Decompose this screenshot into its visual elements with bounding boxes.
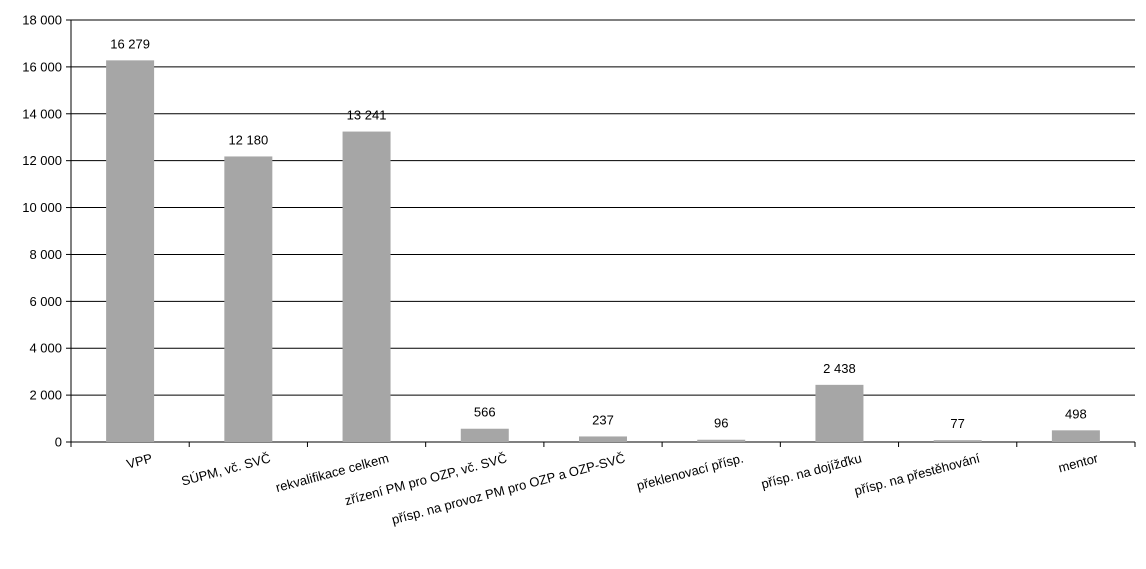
- y-tick-label: 12 000: [22, 153, 62, 168]
- bar: [579, 436, 627, 442]
- y-tick-label: 14 000: [22, 106, 62, 121]
- bar: [1051, 430, 1100, 442]
- labels: 0 2 000 4 000 6 000 8 000 10 000 12 000 14 000 1…: [22, 13, 1100, 528]
- x-category-label: SÚPM, vč. SVČ: [180, 450, 273, 488]
- bars: [106, 60, 1100, 443]
- bar: [342, 131, 391, 442]
- bar: [933, 440, 982, 442]
- bar: [815, 384, 864, 442]
- y-tick-label: 4 000: [29, 341, 62, 356]
- x-category-label: přísp. na dojížďku: [759, 450, 863, 491]
- x-category-label: přísp. na provoz PM pro OZP a OZP-SVČ: [390, 450, 627, 527]
- data-label: 12 180: [228, 132, 268, 147]
- data-label: 96: [714, 416, 728, 431]
- x-category-label: přísp. na přestěhování: [853, 450, 982, 498]
- x-category-label: VPP: [125, 450, 154, 471]
- data-label: 77: [950, 416, 964, 431]
- bar: [460, 428, 509, 442]
- y-tick-label: 0: [55, 435, 62, 450]
- bar: [106, 60, 155, 442]
- data-label: 16 279: [110, 36, 150, 51]
- y-tick-label: 18 000: [22, 13, 62, 28]
- bar: [697, 439, 746, 442]
- y-tick-label: 16 000: [22, 59, 62, 74]
- x-category-label: překlenovací přísp.: [635, 450, 745, 493]
- y-tick-label: 6 000: [29, 294, 62, 309]
- y-tick-label: 8 000: [29, 247, 62, 262]
- x-category-label: mentor: [1057, 450, 1101, 475]
- data-label: 498: [1065, 406, 1087, 421]
- data-label: 237: [592, 412, 614, 427]
- data-label: 13 241: [347, 108, 387, 123]
- data-label: 566: [474, 405, 496, 420]
- y-tick-label: 2 000: [29, 388, 62, 403]
- bar: [224, 156, 273, 443]
- y-tick-label: 10 000: [22, 200, 62, 215]
- data-label: 2 438: [823, 361, 856, 376]
